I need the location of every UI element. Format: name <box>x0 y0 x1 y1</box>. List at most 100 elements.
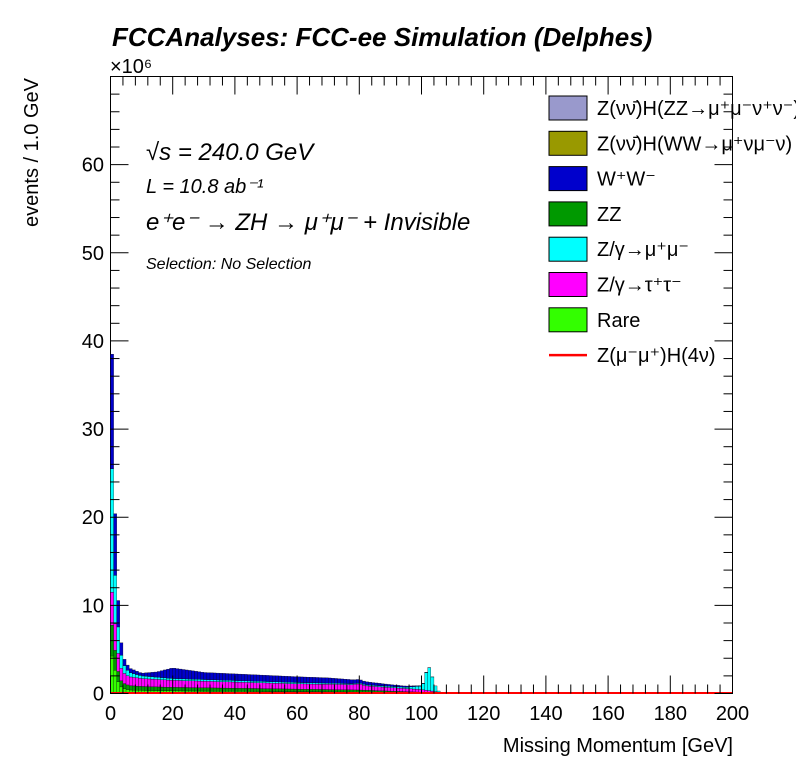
histogram-bin <box>188 678 192 681</box>
legend-swatch <box>548 236 588 262</box>
process-annotation: e⁺e⁻ → ZH → μ⁺μ⁻ + Invisible <box>146 209 470 236</box>
histogram-bin <box>262 675 267 682</box>
x-tick-label: 140 <box>529 703 562 725</box>
histogram-bin <box>412 688 416 693</box>
histogram-bin <box>352 679 357 684</box>
histogram-bin <box>272 675 276 682</box>
histogram-bin <box>216 672 220 681</box>
histogram-bin <box>303 676 307 683</box>
histogram-bin <box>427 667 431 691</box>
histogram-bin <box>240 688 245 692</box>
histogram-bin <box>324 684 329 690</box>
histogram-bin <box>125 675 130 686</box>
histogram-bin <box>312 677 316 683</box>
histogram-bin <box>337 683 341 685</box>
histogram-bin <box>129 676 133 686</box>
histogram-bin <box>306 682 310 685</box>
histogram-bin <box>324 689 329 693</box>
chart-title: FCCAnalyses: FCC-ee Simulation (Delphes) <box>112 22 652 52</box>
histogram-bin <box>175 687 180 692</box>
histogram-bin <box>321 682 326 685</box>
histogram-bin <box>374 686 379 691</box>
histogram-bin <box>343 679 348 684</box>
histogram-bin <box>334 683 338 685</box>
histogram-bin <box>194 679 198 682</box>
histogram-bin <box>250 682 254 689</box>
histogram-bin <box>287 682 292 684</box>
histogram-bin <box>122 665 127 674</box>
histogram-bin <box>315 683 320 690</box>
histogram-bin <box>138 675 142 679</box>
histogram-bin <box>163 669 167 679</box>
histogram-bin <box>113 513 117 576</box>
histogram-bin <box>334 678 338 684</box>
histogram-bin <box>256 674 260 682</box>
histogram-bin <box>181 669 186 680</box>
histogram-bin <box>331 683 335 685</box>
histogram-bin <box>290 688 295 692</box>
histogram-bin <box>262 688 267 692</box>
histogram-bin <box>300 682 304 685</box>
histogram-bin <box>318 682 323 685</box>
histogram-bin <box>150 672 155 677</box>
histogram-bin <box>219 679 223 682</box>
histogram-bin <box>160 677 164 680</box>
histogram-bin <box>244 674 248 681</box>
histogram-bin <box>337 689 341 693</box>
histogram-bin <box>206 679 211 682</box>
histogram-bin <box>122 659 127 666</box>
histogram-bin <box>178 668 183 679</box>
legend-swatch <box>548 130 588 156</box>
histogram-bin <box>110 591 114 626</box>
legend-label: W⁺W⁻ <box>597 169 656 191</box>
histogram-bin <box>290 676 295 683</box>
histogram-bin <box>256 681 260 683</box>
histogram-bin <box>184 678 189 681</box>
histogram-bin <box>328 684 332 690</box>
histogram-bin <box>160 670 164 678</box>
histogram-bin <box>315 682 320 685</box>
histogram-bin <box>284 676 288 683</box>
histogram-bin <box>197 671 201 680</box>
histogram-bin <box>166 679 170 688</box>
histogram-bin <box>374 685 379 687</box>
histogram-bin <box>415 686 419 690</box>
legend-label: Z(νν̄)H(WW→μ⁺νμ⁻ν) <box>597 133 792 155</box>
y-tick-label: 40 <box>82 331 104 353</box>
histogram-bin <box>275 675 279 682</box>
histogram-bin <box>141 678 145 687</box>
histogram-bin <box>312 682 316 685</box>
histogram-bin <box>222 680 226 682</box>
histogram-bin <box>365 681 369 686</box>
energy-annotation: √s = 240.0 GeV <box>146 139 315 166</box>
x-tick-label: 0 <box>105 703 116 725</box>
y-multiplier: ×10⁶ <box>110 56 152 78</box>
histogram-bin <box>275 688 279 692</box>
histogram-bin <box>153 679 158 687</box>
histogram-bin <box>178 678 183 681</box>
histogram-bin <box>259 674 264 682</box>
histogram-bin <box>402 685 407 688</box>
histogram-bin <box>328 683 332 685</box>
x-tick-label: 80 <box>348 703 370 725</box>
histogram-bin <box>144 672 148 677</box>
histogram-bin <box>253 680 257 683</box>
histogram-bin <box>281 681 285 684</box>
histogram-bin <box>237 680 242 683</box>
histogram-bin <box>132 669 136 674</box>
histogram-bin <box>290 682 295 684</box>
histogram-bin <box>272 681 276 684</box>
x-tick-label: 180 <box>654 703 687 725</box>
histogram-bin <box>225 680 229 682</box>
histogram-bin <box>324 682 329 685</box>
histogram-bin <box>144 676 148 679</box>
histogram-bin <box>365 690 369 693</box>
histogram-bin <box>113 623 117 651</box>
histogram-bin <box>337 678 341 684</box>
histogram-bin <box>402 686 407 689</box>
histogram-bin <box>119 668 124 681</box>
histogram-bin <box>138 686 142 691</box>
histogram-bin <box>147 672 152 677</box>
selection-annotation: Selection: No Selection <box>146 256 312 273</box>
histogram-bin <box>163 679 167 688</box>
